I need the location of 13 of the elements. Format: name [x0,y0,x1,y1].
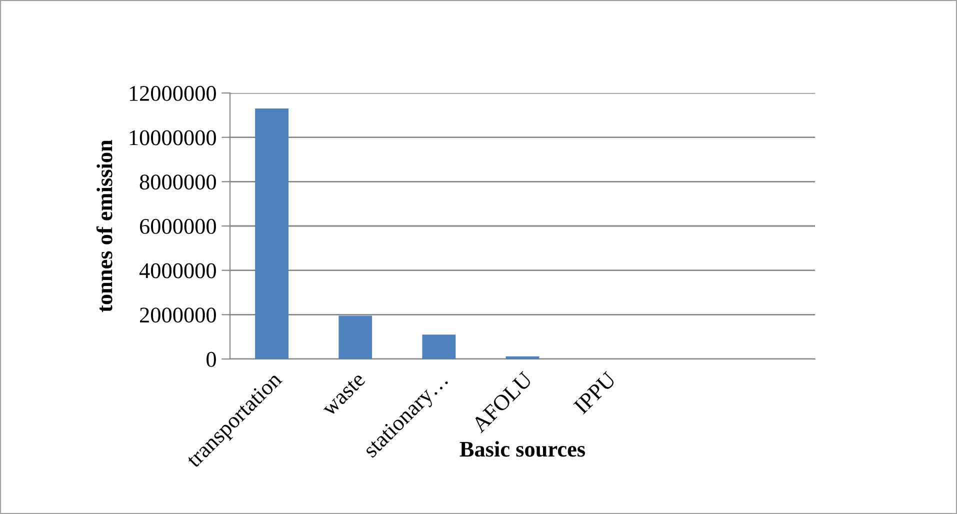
bar [422,334,456,359]
y-tick-label: 4000000 [139,263,216,278]
y-tick-label: 10000000 [130,130,216,146]
bar [338,316,372,359]
bar [506,356,540,359]
y-tick-label: 6000000 [140,218,216,234]
y-axis-title: tonnes of emission [96,140,112,312]
x-axis-title: Basic sources [460,441,586,457]
y-tick-label: 2000000 [140,308,216,323]
bar [255,108,288,359]
y-tick-label: 12000000 [130,86,216,101]
y-tick-label: 8000000 [140,174,216,190]
y-tick-label: 0 [206,352,216,367]
